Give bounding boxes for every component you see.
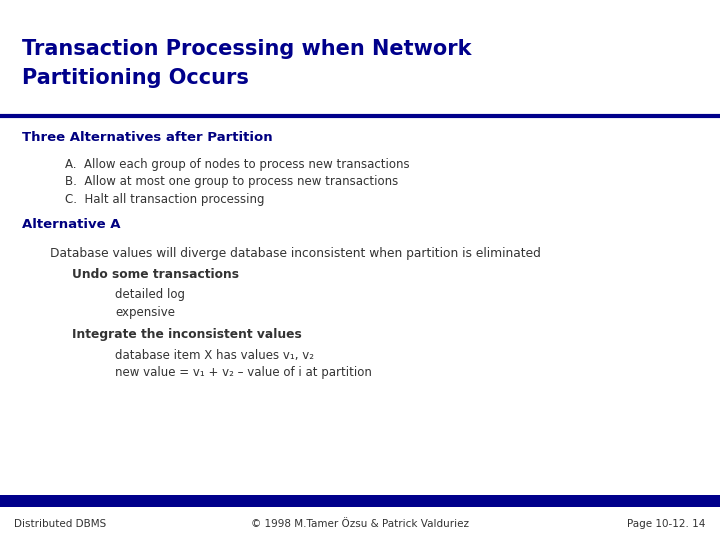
Text: Undo some transactions: Undo some transactions bbox=[72, 268, 239, 281]
Text: Transaction Processing when Network: Transaction Processing when Network bbox=[22, 38, 471, 59]
Text: database item X has values v₁, v₂: database item X has values v₁, v₂ bbox=[115, 349, 314, 362]
Text: Alternative A: Alternative A bbox=[22, 218, 120, 231]
Text: Three Alternatives after Partition: Three Alternatives after Partition bbox=[22, 131, 272, 144]
Text: expensive: expensive bbox=[115, 306, 175, 319]
Text: Integrate the inconsistent values: Integrate the inconsistent values bbox=[72, 328, 302, 341]
Text: C.  Halt all transaction processing: C. Halt all transaction processing bbox=[65, 193, 264, 206]
Text: detailed log: detailed log bbox=[115, 288, 185, 301]
Text: A.  Allow each group of nodes to process new transactions: A. Allow each group of nodes to process … bbox=[65, 158, 410, 171]
Text: Database values will diverge database inconsistent when partition is eliminated: Database values will diverge database in… bbox=[50, 247, 541, 260]
Text: new value = v₁ + v₂ – value of i at partition: new value = v₁ + v₂ – value of i at part… bbox=[115, 366, 372, 379]
Text: B.  Allow at most one group to process new transactions: B. Allow at most one group to process ne… bbox=[65, 176, 398, 188]
Text: © 1998 M.Tamer Özsu & Patrick Valduriez: © 1998 M.Tamer Özsu & Patrick Valduriez bbox=[251, 519, 469, 529]
Text: Page 10-12. 14: Page 10-12. 14 bbox=[627, 519, 706, 529]
Text: Distributed DBMS: Distributed DBMS bbox=[14, 519, 107, 529]
Text: Partitioning Occurs: Partitioning Occurs bbox=[22, 68, 248, 89]
FancyBboxPatch shape bbox=[0, 495, 720, 507]
